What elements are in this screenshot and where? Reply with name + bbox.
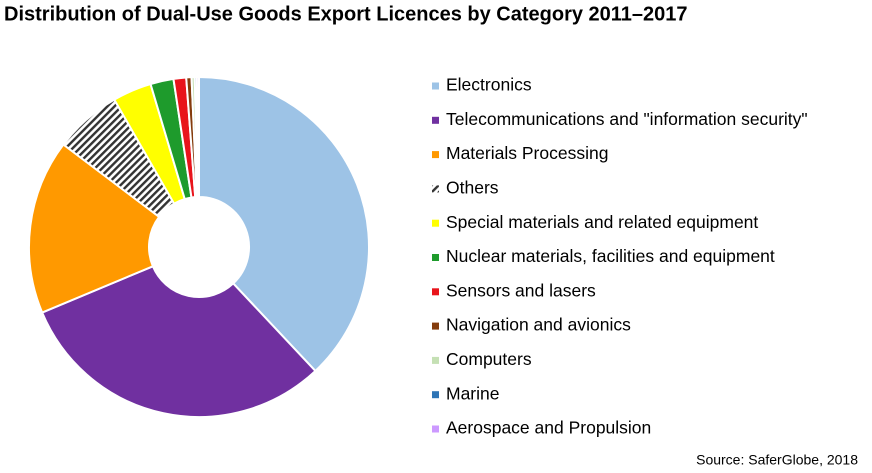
legend-label: Sensors and lasers [446,280,596,300]
legend-label: Navigation and avionics [446,315,631,335]
legend-label: Others [446,178,499,198]
source: Source: SaferGlobe, 2018 [696,452,858,468]
legend-marker [432,219,439,227]
legend-label: Computers [446,349,532,369]
legend-label: Electronics [446,75,532,95]
legend-marker [432,151,439,159]
legend-marker [432,82,439,90]
slice [198,75,370,373]
legend-label: Marine [446,383,500,403]
chart-title: Distribution of Dual-Use Goods Export Li… [4,3,688,25]
legend-label: Nuclear materials, facilities and equipm… [446,246,775,266]
legend-label: Special materials and related equipment [446,212,758,232]
legend-label: Aerospace and Propulsion [446,418,651,438]
legend-marker [432,391,439,399]
slice [195,75,200,199]
legend-marker [432,116,439,124]
slice [28,143,161,314]
legend-marker [432,322,439,330]
legend-label: Telecommunications and "information secu… [446,109,808,129]
legend-label: Materials Processing [446,143,608,163]
legend-marker [432,185,439,193]
slice [40,264,317,418]
legend-marker [432,254,439,261]
legend-marker [432,356,439,364]
legend-marker [432,288,439,296]
legend-marker [432,425,439,433]
